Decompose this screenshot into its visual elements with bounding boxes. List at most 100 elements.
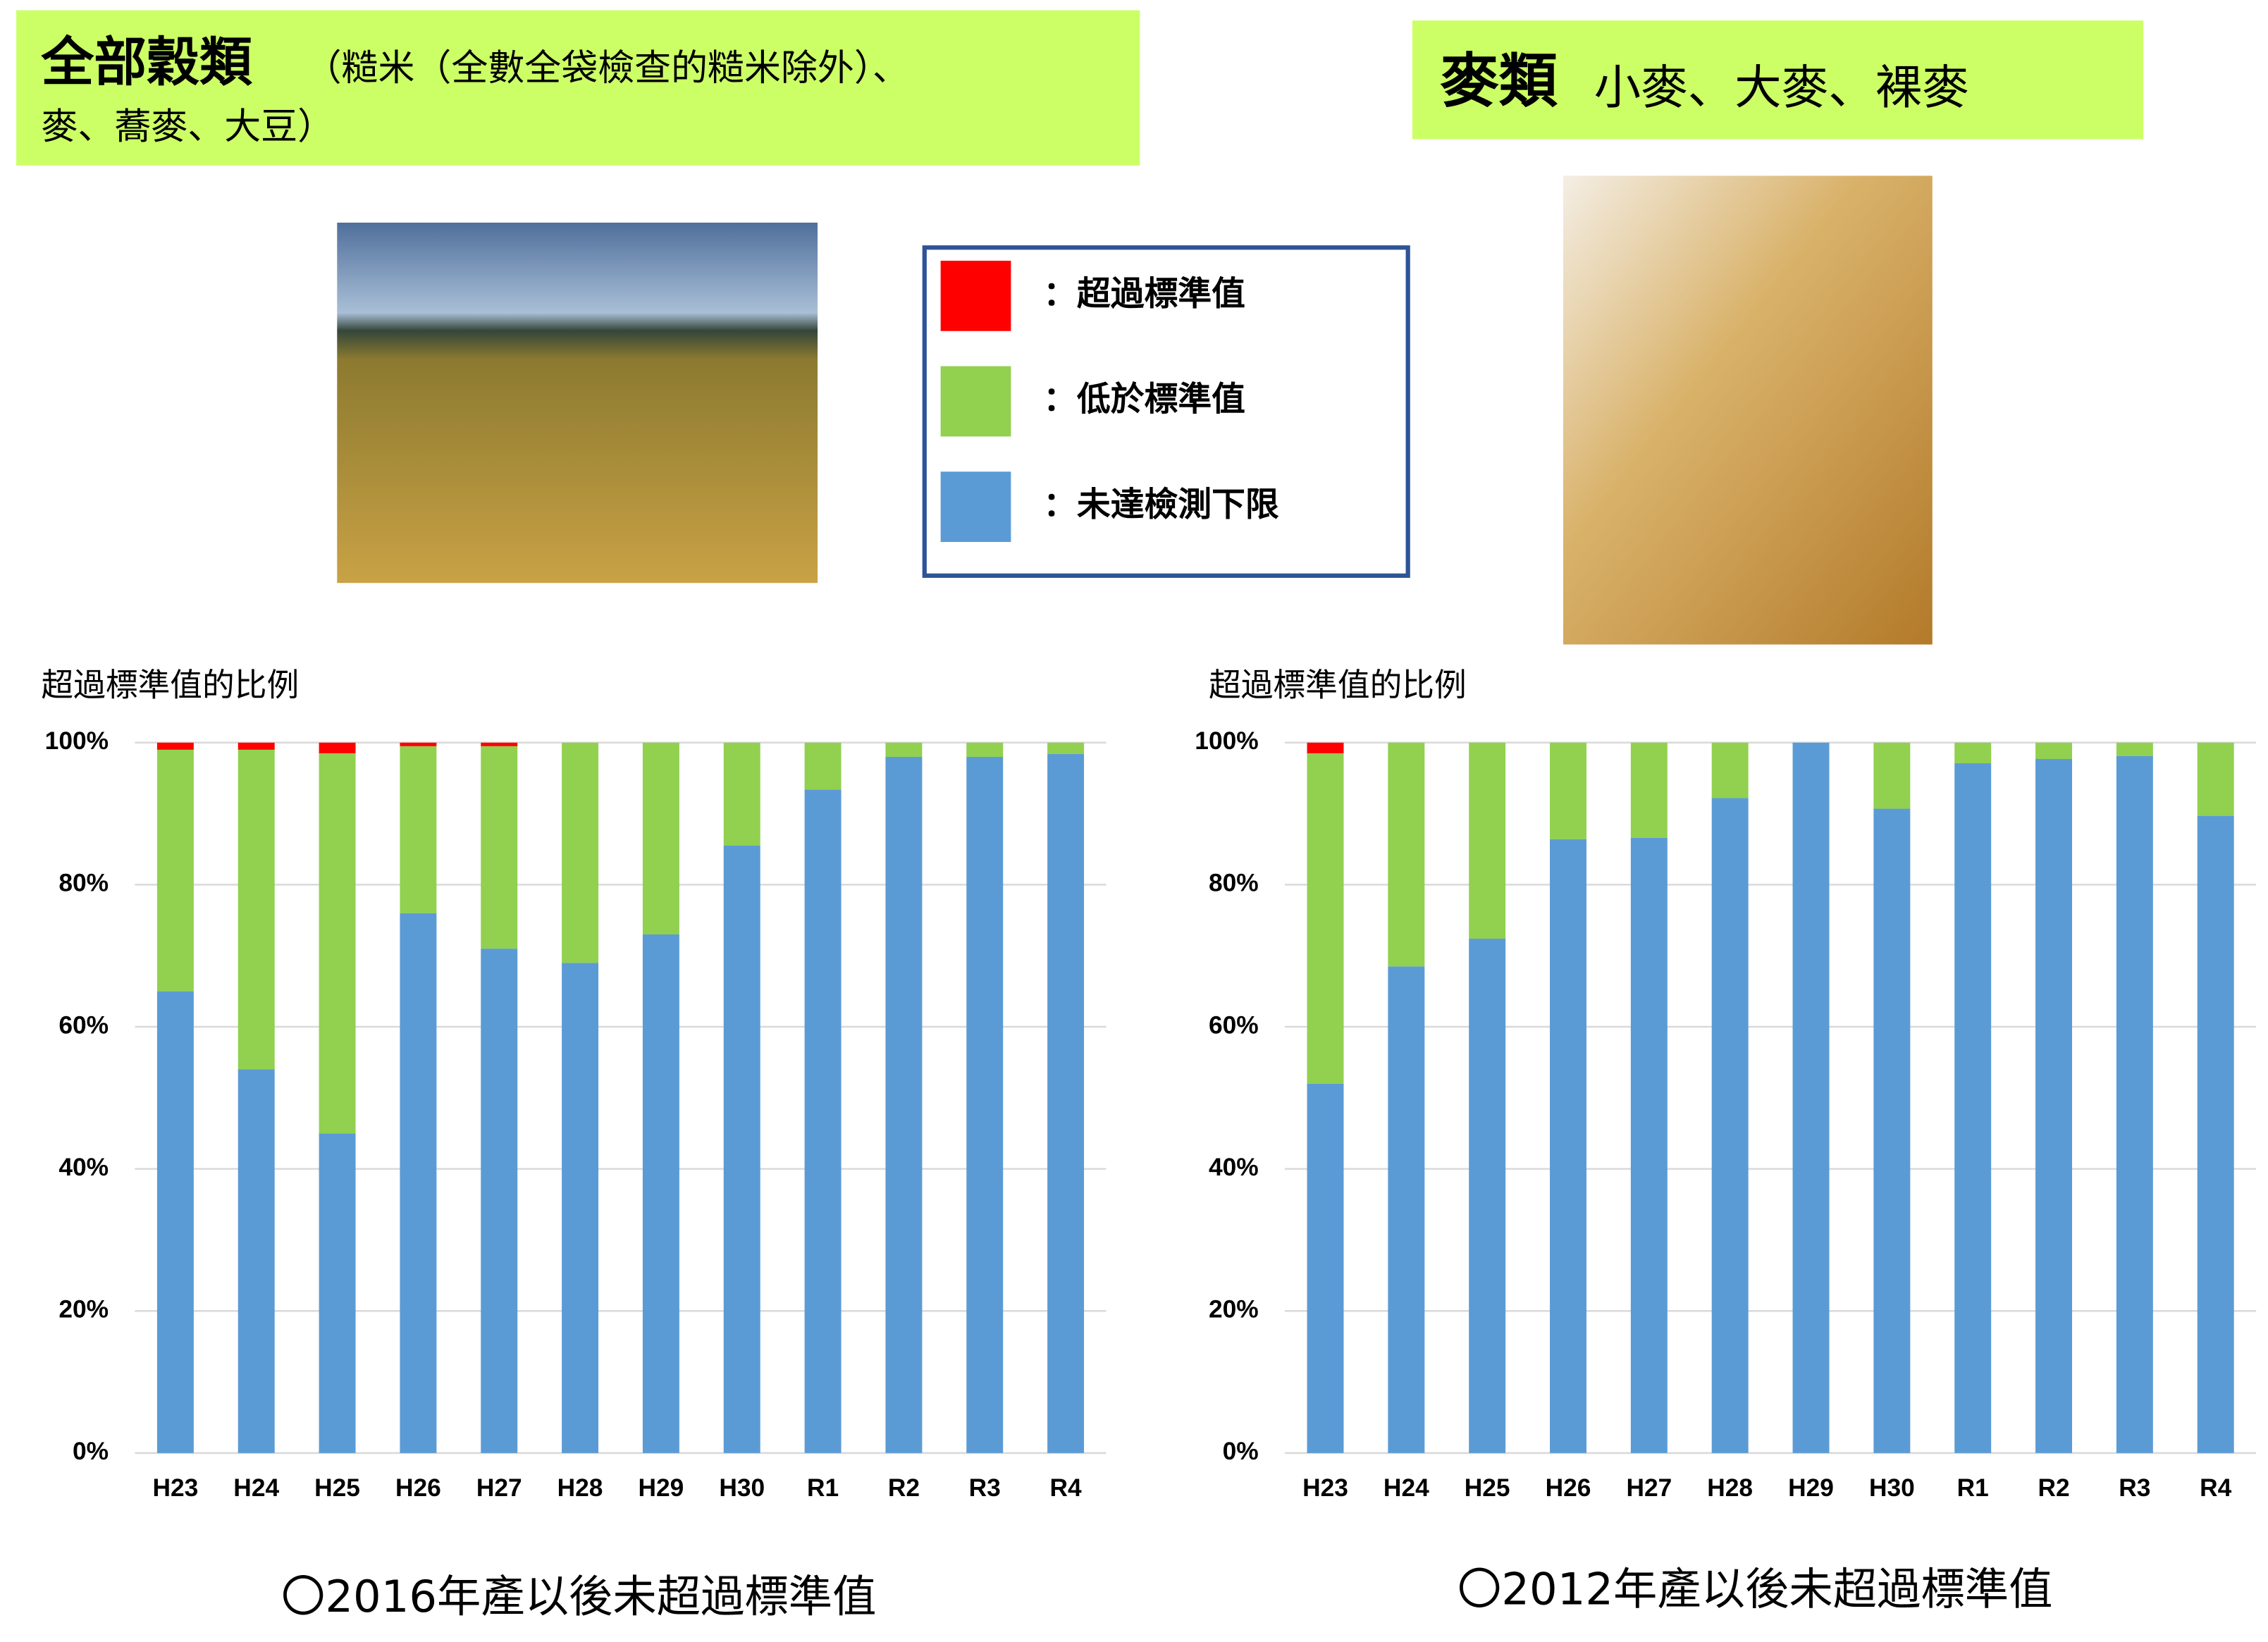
bar-segment [562, 742, 599, 963]
bar-segment [2035, 742, 2073, 759]
bar-segment [642, 742, 679, 934]
bar-segment [1307, 753, 1344, 1084]
bar-segment [1388, 742, 1425, 967]
bar-segment [804, 742, 842, 790]
x-tick-label: H27 [1626, 1474, 1672, 1502]
bar-segment [400, 913, 437, 1453]
header-box [1412, 20, 2144, 140]
chart-note: 〇2016年產以後未超過標準值 [281, 1571, 876, 1622]
legend-label: ：低於標準值 [1043, 381, 1245, 419]
bar-segment [1550, 839, 1586, 1453]
bar-segment [2116, 742, 2153, 756]
bar-segment [966, 756, 1004, 1453]
header-title: 全部穀類 [40, 32, 252, 93]
bar-segment [1873, 742, 1911, 809]
photo [1563, 175, 1933, 645]
y-axis-title: 超過標準值的比例 [1209, 666, 1467, 703]
bar-segment [1469, 939, 1506, 1453]
bar-segment [1954, 763, 1992, 1453]
bar-segment [156, 991, 194, 1453]
bar-segment [2116, 755, 2153, 1453]
bar-segment [238, 749, 275, 1070]
bar-segment [2035, 758, 2073, 1453]
x-tick-label: H29 [638, 1474, 684, 1502]
bar-segment [885, 742, 923, 757]
bar-segment [1711, 798, 1749, 1453]
y-tick-label: 80% [1209, 870, 1259, 897]
y-tick-label: 40% [58, 1154, 109, 1181]
x-tick-label: R1 [1957, 1474, 1989, 1502]
x-tick-label: H28 [1707, 1474, 1753, 1502]
bar-segment [642, 934, 679, 1453]
bar-segment [400, 742, 437, 746]
x-tick-label: R3 [2119, 1474, 2150, 1502]
y-tick-label: 40% [1209, 1154, 1259, 1181]
y-tick-label: 60% [58, 1011, 109, 1039]
legend-swatch [940, 471, 1011, 543]
x-tick-label: H27 [476, 1474, 522, 1502]
header-subtitle: 麥、蕎麥、大豆） [41, 106, 334, 148]
y-tick-label: 100% [1195, 727, 1258, 755]
bar-segment [481, 746, 518, 949]
header-box [16, 10, 1140, 166]
bar-segment [2197, 815, 2234, 1453]
bar-segment [238, 1069, 275, 1453]
bar-segment [238, 742, 275, 750]
bar-segment [481, 949, 518, 1453]
y-axis-title: 超過標準值的比例 [41, 666, 299, 703]
y-tick-label: 100% [45, 727, 109, 755]
bar-segment [1307, 742, 1344, 753]
bar-segment [804, 789, 842, 1453]
legend-label: ：超過標準值 [1043, 275, 1245, 314]
bar-segment [1630, 837, 1668, 1453]
bar-segment [481, 742, 518, 746]
x-tick-label: H24 [233, 1474, 279, 1502]
chart-note: 〇2012年產以後未超過標準值 [1457, 1563, 2052, 1615]
x-tick-label: H30 [1869, 1474, 1915, 1502]
x-tick-label: R4 [2200, 1474, 2232, 1502]
x-tick-label: R2 [2038, 1474, 2069, 1502]
bar-segment [562, 963, 599, 1453]
y-tick-label: 20% [1209, 1296, 1259, 1323]
x-tick-label: H23 [152, 1474, 198, 1502]
bar-segment [1792, 742, 1830, 1453]
y-tick-label: 20% [58, 1296, 109, 1323]
x-tick-label: H30 [719, 1474, 765, 1502]
bar-segment [319, 742, 356, 753]
x-tick-label: H25 [314, 1474, 360, 1502]
photo [337, 222, 818, 584]
header-title: 麥類 [1440, 47, 1558, 115]
header-subtitle: 小麥、大麥、裸麥 [1594, 60, 1969, 115]
bar-segment [966, 742, 1004, 757]
legend-swatch [940, 366, 1011, 437]
bar-segment [1469, 742, 1506, 939]
y-tick-label: 80% [58, 870, 109, 897]
bar-segment [156, 742, 194, 750]
bar-segment [723, 845, 760, 1453]
bar-segment [400, 746, 437, 913]
bar-segment [1047, 753, 1085, 1453]
bar-segment [1630, 742, 1668, 838]
bar-segment [723, 742, 760, 846]
legend-label: ：未達檢測下限 [1043, 486, 1279, 524]
bar-segment [1047, 742, 1085, 754]
x-tick-label: H26 [1546, 1474, 1591, 1502]
bar-segment [1954, 742, 1992, 764]
y-tick-label: 0% [73, 1438, 109, 1465]
bar-segment [1307, 1083, 1344, 1453]
bar-segment [1873, 808, 1911, 1453]
bar-segment [1711, 742, 1749, 798]
header-subtitle: （糙米（全數全袋檢查的糙米除外）、 [305, 47, 909, 89]
bar-segment [1388, 966, 1425, 1453]
x-tick-label: H26 [395, 1474, 441, 1502]
x-tick-label: R4 [1050, 1474, 1083, 1502]
x-tick-label: H23 [1302, 1474, 1348, 1502]
legend-swatch [940, 260, 1011, 331]
bar-segment [2197, 742, 2234, 816]
bar-segment [885, 756, 923, 1453]
x-tick-label: R3 [969, 1474, 1001, 1502]
x-tick-label: R1 [807, 1474, 839, 1502]
bar-segment [319, 753, 356, 1134]
y-tick-label: 0% [1223, 1438, 1259, 1465]
